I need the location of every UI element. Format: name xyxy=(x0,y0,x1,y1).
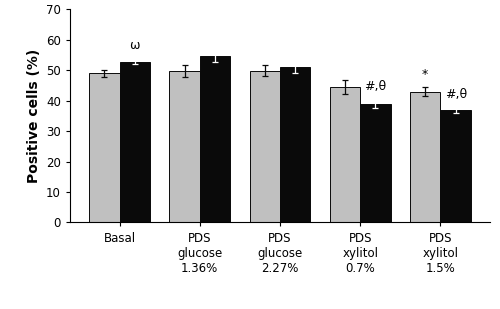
Bar xyxy=(170,71,200,222)
Bar xyxy=(360,104,390,222)
Y-axis label: Positive cells (%): Positive cells (%) xyxy=(26,49,40,183)
Bar xyxy=(200,57,230,222)
Text: *: * xyxy=(422,68,428,81)
Bar xyxy=(120,62,150,222)
Text: #,θ: #,θ xyxy=(364,80,386,93)
Text: ω: ω xyxy=(130,39,140,52)
Bar xyxy=(410,91,440,222)
Bar xyxy=(250,71,280,222)
Text: #,θ: #,θ xyxy=(444,88,466,101)
Bar xyxy=(280,67,310,222)
Bar xyxy=(330,87,360,222)
Bar xyxy=(440,110,471,222)
Bar xyxy=(89,73,120,222)
